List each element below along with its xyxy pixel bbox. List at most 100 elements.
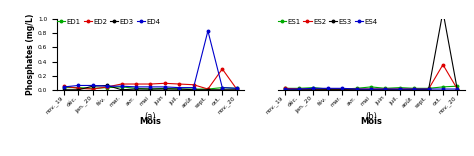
ES4 — [296, 88, 302, 90]
ES4 — [383, 88, 388, 90]
ED4 — [147, 86, 153, 88]
ES3 — [368, 89, 374, 91]
ED2 — [176, 83, 182, 85]
ED3 — [90, 85, 96, 87]
ES3 — [426, 89, 431, 91]
ES3 — [411, 89, 417, 91]
ES2 — [354, 88, 359, 90]
ES2 — [310, 88, 316, 90]
Title: (a): (a) — [145, 112, 156, 122]
ES3 — [354, 89, 359, 91]
ED1 — [147, 88, 153, 90]
ES1 — [455, 85, 460, 87]
ES2 — [411, 88, 417, 90]
ED2 — [133, 83, 139, 85]
ES2 — [426, 88, 431, 90]
ED1 — [90, 87, 96, 89]
ES1 — [397, 87, 402, 89]
ES2 — [397, 88, 402, 90]
ES1 — [354, 87, 359, 89]
ED2 — [205, 88, 211, 90]
ED4 — [162, 86, 168, 88]
ES2 — [440, 64, 446, 66]
ED4 — [61, 86, 67, 88]
ES1 — [310, 87, 316, 89]
ED2 — [119, 83, 125, 85]
Line: ED1: ED1 — [63, 86, 238, 90]
ED1 — [205, 88, 211, 90]
ES4 — [455, 88, 460, 90]
ES4 — [440, 88, 446, 90]
ES1 — [411, 87, 417, 89]
ES1 — [440, 86, 446, 88]
ES2 — [325, 88, 331, 90]
ES4 — [368, 88, 374, 90]
ED1 — [191, 88, 196, 90]
ES4 — [397, 88, 402, 90]
ES4 — [426, 88, 431, 90]
ED3 — [176, 88, 182, 90]
ED4 — [76, 85, 82, 86]
ES2 — [368, 88, 374, 90]
ED3 — [234, 89, 239, 91]
Title: (b): (b) — [365, 112, 377, 122]
ES2 — [455, 88, 460, 90]
ES1 — [282, 87, 288, 89]
ED3 — [61, 89, 67, 91]
ED2 — [234, 88, 239, 90]
ES4 — [325, 87, 331, 89]
ED4 — [176, 87, 182, 89]
ED3 — [191, 89, 196, 91]
ES4 — [339, 87, 345, 89]
ES1 — [368, 86, 374, 88]
ED3 — [219, 89, 225, 91]
ES4 — [310, 87, 316, 89]
ES3 — [397, 89, 402, 91]
ES3 — [383, 89, 388, 91]
ED4 — [219, 87, 225, 89]
ED3 — [162, 88, 168, 90]
ES1 — [383, 87, 388, 89]
ES2 — [282, 87, 288, 89]
ES4 — [411, 88, 417, 90]
ES4 — [282, 88, 288, 90]
ED4 — [90, 85, 96, 86]
ED2 — [219, 68, 225, 70]
ES2 — [339, 88, 345, 90]
ED3 — [147, 88, 153, 90]
ED1 — [234, 87, 239, 89]
ED2 — [76, 87, 82, 89]
ED2 — [147, 83, 153, 85]
ED2 — [191, 84, 196, 86]
ED4 — [205, 30, 211, 32]
ES1 — [325, 88, 331, 90]
ED4 — [133, 86, 139, 88]
Line: ED4: ED4 — [63, 30, 238, 90]
ES1 — [426, 87, 431, 89]
ES3 — [296, 89, 302, 91]
ES3 — [282, 89, 288, 91]
ED1 — [133, 87, 139, 89]
ES1 — [339, 88, 345, 90]
ED2 — [104, 86, 110, 88]
ED3 — [133, 88, 139, 90]
Line: ES4: ES4 — [283, 87, 458, 90]
Line: ES3: ES3 — [283, 10, 458, 91]
ED4 — [191, 87, 196, 89]
ED1 — [219, 87, 225, 89]
Line: ES2: ES2 — [283, 63, 458, 90]
Legend: ED1, ED2, ED3, ED4: ED1, ED2, ED3, ED4 — [57, 19, 160, 25]
X-axis label: Mois: Mois — [360, 117, 382, 126]
Line: ED2: ED2 — [63, 68, 238, 90]
Y-axis label: Phosphates (mg/L): Phosphates (mg/L) — [26, 14, 35, 95]
ED4 — [104, 85, 110, 87]
Legend: ES1, ES2, ES3, ES4: ES1, ES2, ES3, ES4 — [278, 19, 377, 25]
ED1 — [61, 87, 67, 89]
ES3 — [310, 89, 316, 91]
ES3 — [325, 89, 331, 91]
ED3 — [76, 89, 82, 91]
ED2 — [61, 85, 67, 87]
ED1 — [176, 88, 182, 90]
ES2 — [296, 88, 302, 90]
ED2 — [90, 88, 96, 90]
